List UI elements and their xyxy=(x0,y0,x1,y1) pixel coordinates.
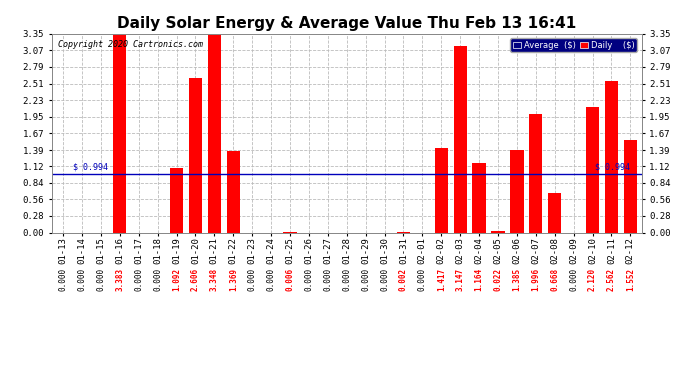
Text: 0.000: 0.000 xyxy=(324,268,333,291)
Text: 0.000: 0.000 xyxy=(248,268,257,291)
Text: $ 0.994: $ 0.994 xyxy=(595,162,631,171)
Bar xyxy=(189,78,202,232)
Bar xyxy=(586,107,599,232)
Text: 1.417: 1.417 xyxy=(437,268,446,291)
Bar xyxy=(453,46,467,232)
Legend: Average  ($), Daily    ($): Average ($), Daily ($) xyxy=(511,38,637,52)
Bar xyxy=(208,34,221,232)
Title: Daily Solar Energy & Average Value Thu Feb 13 16:41: Daily Solar Energy & Average Value Thu F… xyxy=(117,16,576,31)
Text: 1.552: 1.552 xyxy=(626,268,635,291)
Text: 0.002: 0.002 xyxy=(399,268,408,291)
Text: $ 0.994: $ 0.994 xyxy=(72,162,108,171)
Text: 2.606: 2.606 xyxy=(191,268,200,291)
Text: 1.385: 1.385 xyxy=(513,268,522,291)
Bar xyxy=(226,151,240,232)
Text: 0.000: 0.000 xyxy=(59,268,68,291)
Text: 0.022: 0.022 xyxy=(493,268,502,291)
Text: 1.996: 1.996 xyxy=(531,268,540,291)
Text: 0.000: 0.000 xyxy=(77,268,86,291)
Text: 0.000: 0.000 xyxy=(266,268,275,291)
Text: 3.383: 3.383 xyxy=(115,268,124,291)
Text: 0.000: 0.000 xyxy=(418,268,427,291)
Text: 0.000: 0.000 xyxy=(361,268,370,291)
Bar xyxy=(511,150,524,232)
Text: Copyright 2020 Cartronics.com: Copyright 2020 Cartronics.com xyxy=(58,40,203,49)
Bar xyxy=(605,81,618,232)
Text: 0.668: 0.668 xyxy=(550,268,559,291)
Bar xyxy=(113,32,126,232)
Text: 1.092: 1.092 xyxy=(172,268,181,291)
Text: 3.348: 3.348 xyxy=(210,268,219,291)
Text: 0.000: 0.000 xyxy=(135,268,144,291)
Bar xyxy=(491,231,504,232)
Text: 0.000: 0.000 xyxy=(569,268,578,291)
Text: 0.000: 0.000 xyxy=(304,268,313,291)
Text: 0.000: 0.000 xyxy=(380,268,389,291)
Bar xyxy=(473,164,486,232)
Bar xyxy=(624,140,637,232)
Bar xyxy=(529,114,542,232)
Bar xyxy=(548,193,562,232)
Text: 2.120: 2.120 xyxy=(588,268,597,291)
Text: 3.147: 3.147 xyxy=(455,268,464,291)
Text: 0.000: 0.000 xyxy=(97,268,106,291)
Bar xyxy=(435,148,448,232)
Bar xyxy=(170,168,183,232)
Text: 0.000: 0.000 xyxy=(153,268,162,291)
Text: 1.164: 1.164 xyxy=(475,268,484,291)
Text: 2.562: 2.562 xyxy=(607,268,616,291)
Text: 0.006: 0.006 xyxy=(286,268,295,291)
Text: 0.000: 0.000 xyxy=(342,268,351,291)
Text: 1.369: 1.369 xyxy=(229,268,238,291)
